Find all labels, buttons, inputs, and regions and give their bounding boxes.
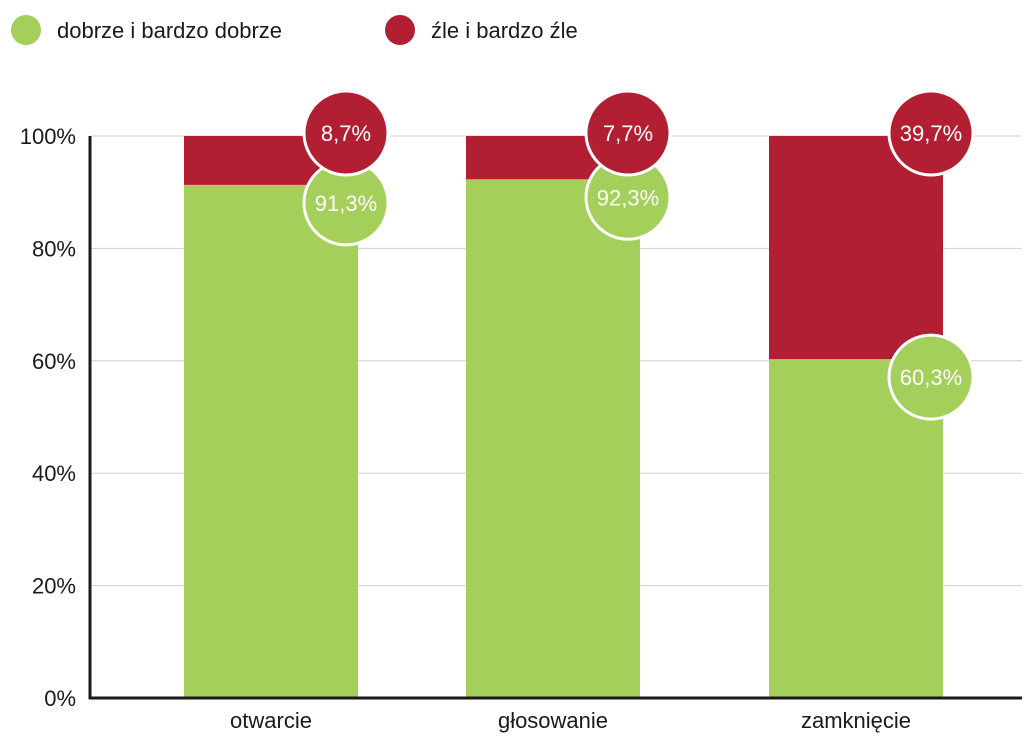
bar-zamkniecie-series-2 xyxy=(769,136,943,360)
y-tick-label-20: 20% xyxy=(32,574,76,599)
data-label-otwarcie-series-2: 8,7% xyxy=(321,121,371,146)
axes xyxy=(88,136,1022,700)
y-tick-label-0: 0% xyxy=(44,686,76,711)
x-tick-label-otwarcie: otwarcie xyxy=(230,708,312,733)
legend-label-1: dobrze i bardzo dobrze xyxy=(57,18,282,43)
data-label-zamkniecie-series-2: 39,7% xyxy=(900,121,962,146)
data-label-zamkniecie-series-1: 60,3% xyxy=(900,365,962,390)
bar-otwarcie-series-1 xyxy=(184,184,358,699)
data-label-otwarcie-series-1: 91,3% xyxy=(315,191,377,216)
legend-swatch-2 xyxy=(385,15,415,45)
bubble-glosowanie-series-2 xyxy=(584,89,672,177)
bar-glosowanie-series-1 xyxy=(466,179,640,699)
legend-label-2: źle i bardzo źle xyxy=(431,18,578,43)
y-tick-label-80: 80% xyxy=(32,236,76,261)
bubble-zamkniecie-series-1 xyxy=(887,333,975,421)
y-axis: 0% 20% 40% 60% 80% 100% xyxy=(20,124,76,711)
legend-swatch-1 xyxy=(11,15,41,45)
value-bubbles: 91,3% 8,7% 92,3% 7,7% 60,3% 39,7% xyxy=(302,89,975,421)
data-label-glosowanie-series-2: 7,7% xyxy=(603,121,653,146)
x-tick-label-zamkniecie: zamknięcie xyxy=(801,708,911,733)
y-tick-label-40: 40% xyxy=(32,461,76,486)
x-axis: otwarcie głosowanie zamknięcie xyxy=(230,708,911,733)
bubble-zamkniecie-series-2 xyxy=(887,89,975,177)
x-tick-label-glosowanie: głosowanie xyxy=(498,708,608,733)
bars xyxy=(184,136,943,699)
y-tick-label-60: 60% xyxy=(32,349,76,374)
legend: dobrze i bardzo dobrze źle i bardzo źle xyxy=(11,15,578,45)
data-label-glosowanie-series-1: 92,3% xyxy=(597,185,659,210)
bubble-otwarcie-series-2 xyxy=(302,89,390,177)
y-tick-label-100: 100% xyxy=(20,124,76,149)
